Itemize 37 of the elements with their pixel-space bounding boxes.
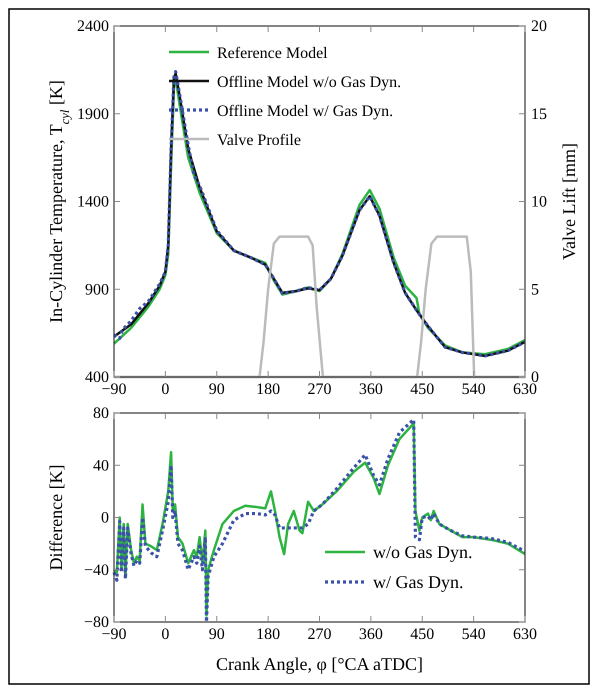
x-tick-label: 0 (161, 626, 170, 643)
legend-label: w/ Gas Dyn. (373, 572, 464, 592)
x-tick-label: 630 (513, 381, 537, 398)
x-tick-label: 630 (513, 626, 537, 643)
x-tick-label: 180 (256, 381, 280, 398)
y2-tick-label: 5 (531, 281, 539, 298)
legend-label: w/o Gas Dyn. (373, 542, 472, 562)
y-tick-label: 2400 (77, 18, 109, 35)
x-tick-label: 360 (358, 381, 383, 398)
x-tick-label: 0 (161, 381, 170, 398)
y-tick-label: 40 (93, 457, 109, 474)
x-tick-label: 540 (462, 626, 486, 643)
x-tick-label: 360 (358, 626, 383, 643)
x-tick-label: 180 (256, 626, 280, 643)
y-tick-label: 80 (93, 405, 109, 422)
x-tick-label: 270 (308, 626, 332, 643)
y2-tick-label: 15 (531, 106, 547, 123)
y-tick-label: 1900 (77, 106, 109, 123)
legend-label: Reference Model (217, 45, 328, 62)
legend-label: Valve Profile (217, 132, 301, 149)
x-tick-label: 90 (208, 626, 225, 643)
y-axis-title: Difference [K] (46, 464, 66, 571)
x-tick-label: 540 (462, 381, 486, 398)
x-tick-label: 270 (308, 381, 332, 398)
y2-tick-label: 10 (531, 194, 547, 210)
y2-axis-title: Valve Lift [mm] (559, 143, 579, 260)
x-axis-title: Crank Angle, φ [°CA aTDC] (216, 654, 424, 674)
y-tick-label: −40 (84, 562, 109, 579)
x-tick-label: 450 (410, 626, 434, 643)
y-tick-label: 0 (101, 510, 109, 526)
legend-label: Offline Model w/ Gas Dyn. (217, 103, 394, 120)
x-tick-label: 90 (208, 381, 225, 398)
legend-label: Offline Model w/o Gas Dyn. (217, 74, 402, 91)
y2-tick-label: 20 (531, 18, 547, 35)
y-tick-label: 1400 (77, 194, 109, 210)
x-tick-label: 450 (410, 381, 434, 398)
y-tick-label: 900 (85, 281, 109, 298)
